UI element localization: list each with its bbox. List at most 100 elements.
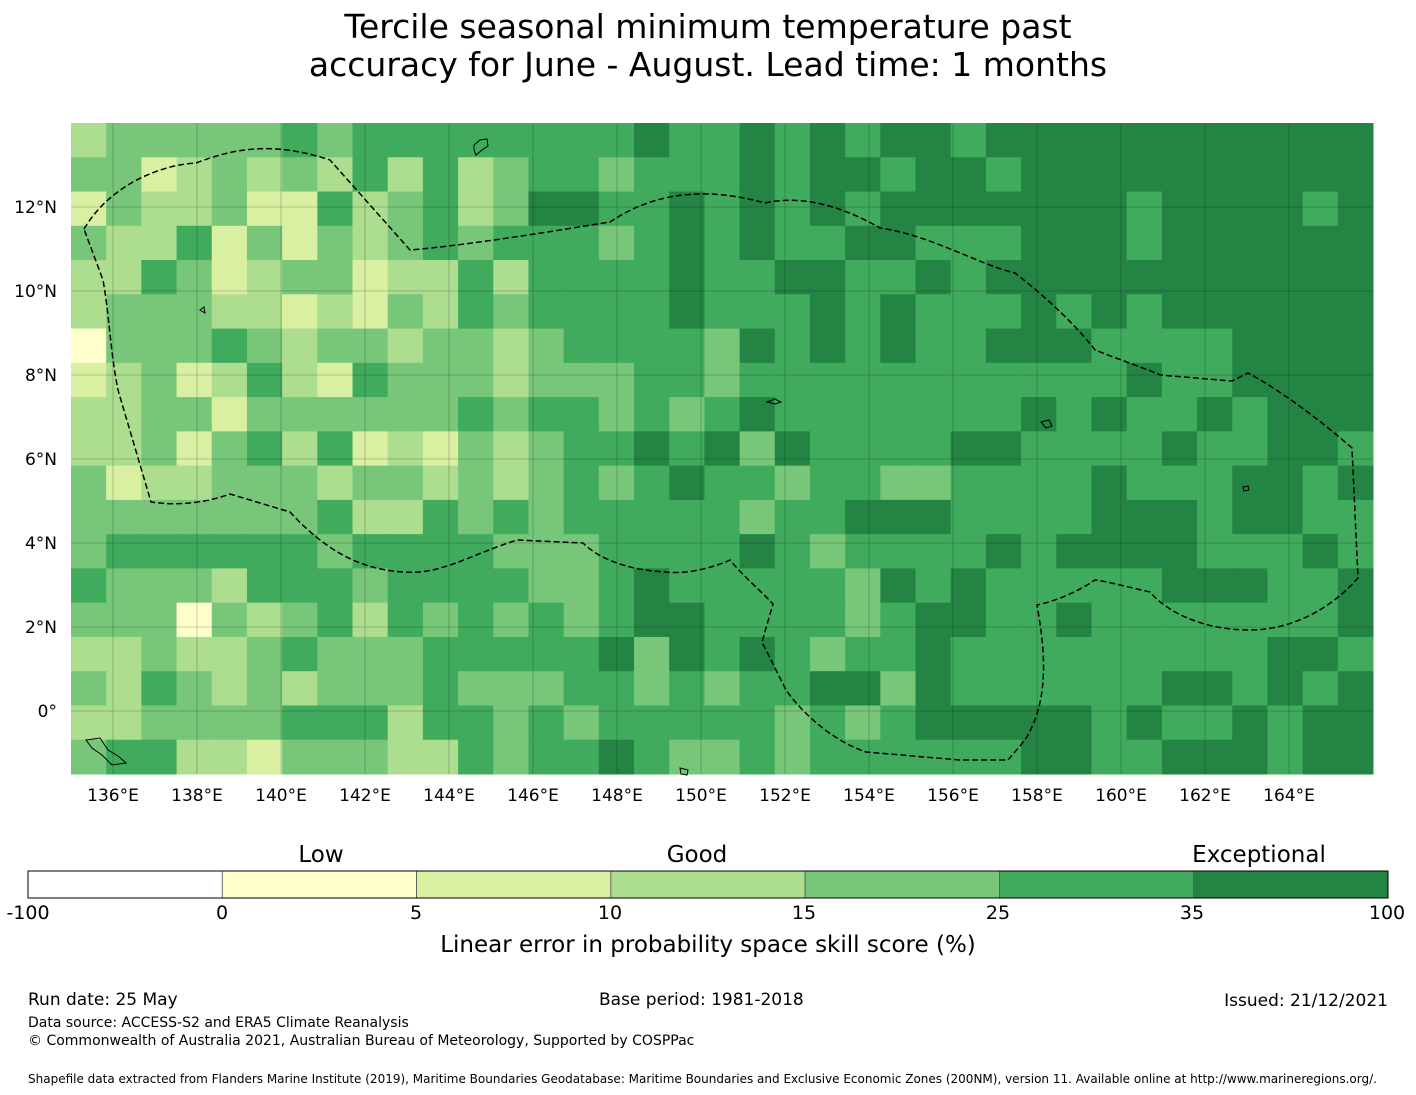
skill-cell	[1056, 191, 1092, 227]
skill-cell	[598, 397, 635, 432]
skill-cell	[458, 568, 494, 604]
skill-cell	[845, 362, 881, 398]
skill-cell	[985, 465, 1022, 501]
skill-cell	[950, 705, 987, 741]
colorbar-tick: 10	[597, 902, 623, 924]
skill-cell	[598, 431, 635, 467]
skill-cell	[809, 636, 846, 672]
skill-cell	[176, 191, 213, 227]
skill-cell	[387, 739, 424, 775]
skill-cell	[598, 225, 635, 261]
skill-cell	[422, 191, 459, 227]
skill-cell	[1091, 671, 1128, 706]
skill-cell	[985, 397, 1022, 432]
skill-cell	[1056, 671, 1092, 706]
skill-cell	[880, 260, 917, 295]
colorbar-segment	[610, 870, 806, 899]
skill-cell	[563, 260, 600, 295]
skill-cell	[598, 362, 635, 398]
skill-cell	[1267, 191, 1304, 227]
skill-cell	[669, 328, 705, 364]
skill-cell	[317, 328, 354, 364]
skill-cell	[282, 397, 318, 432]
skill-cell	[1197, 328, 1233, 364]
skill-cell	[176, 636, 213, 672]
skill-cell	[106, 671, 142, 706]
skill-cell	[1161, 225, 1198, 261]
skill-cell	[739, 534, 776, 569]
skill-cell	[528, 602, 565, 638]
skill-cell	[774, 568, 811, 604]
skill-cell	[880, 397, 917, 432]
skill-cell	[880, 328, 917, 364]
copyright-notice: © Commonwealth of Australia 2021, Austra…	[28, 1033, 695, 1049]
skill-cell	[704, 499, 741, 535]
skill-cell	[1337, 328, 1374, 364]
colorbar-tick: -100	[6, 902, 50, 924]
skill-cell	[493, 431, 529, 467]
skill-cell	[1021, 328, 1057, 364]
skill-cell	[1232, 534, 1268, 569]
skill-cell	[211, 739, 248, 775]
skill-cell	[704, 397, 741, 432]
skill-cell	[1091, 602, 1128, 638]
longitude-tick-label: 152°E	[759, 786, 811, 806]
skill-cell	[915, 499, 952, 535]
skill-cell	[598, 499, 635, 535]
skill-cell	[141, 225, 178, 261]
skill-cell	[1056, 431, 1092, 467]
skill-cell	[211, 636, 248, 672]
skill-cell	[528, 397, 565, 432]
skill-cell	[809, 671, 846, 706]
skill-cell	[1302, 602, 1339, 638]
skill-cell	[704, 157, 741, 193]
skill-cell	[493, 362, 529, 398]
skill-cell	[246, 191, 283, 227]
skill-cell	[528, 499, 565, 535]
skill-cell	[598, 705, 635, 741]
skill-cell	[246, 123, 283, 158]
skill-cell	[352, 123, 389, 158]
skill-cell	[1021, 465, 1057, 501]
skill-cell	[387, 465, 424, 501]
skill-cell	[211, 260, 248, 295]
skill-cell	[704, 636, 741, 672]
skill-cell	[809, 328, 846, 364]
skill-cell	[458, 191, 494, 227]
skill-cell	[845, 465, 881, 501]
skill-cell	[704, 294, 741, 330]
skill-cell	[915, 602, 952, 638]
skill-cell	[528, 671, 565, 706]
skill-cell	[1126, 636, 1163, 672]
skill-cell	[634, 499, 670, 535]
skill-cell	[563, 534, 600, 569]
skill-cell	[176, 568, 213, 604]
skill-cell	[528, 225, 565, 261]
skill-cell	[1302, 225, 1339, 261]
skill-cell	[739, 602, 776, 638]
colorbar-tick: 15	[791, 902, 817, 924]
colorbar-tick: 35	[1179, 902, 1205, 924]
skill-cell	[774, 602, 811, 638]
skill-cell	[985, 123, 1022, 158]
skill-cell	[739, 705, 776, 741]
skill-cell	[1197, 705, 1233, 741]
skill-cell	[317, 225, 354, 261]
skill-cell	[1161, 534, 1198, 569]
colorbar-segment	[1193, 870, 1389, 899]
skill-cell	[598, 191, 635, 227]
skill-cell	[71, 294, 107, 330]
skill-cell	[634, 465, 670, 501]
skill-cell	[176, 328, 213, 364]
skill-cell	[317, 568, 354, 604]
skill-cell	[809, 157, 846, 193]
skill-cell	[1197, 534, 1233, 569]
skill-cell	[1337, 225, 1374, 261]
skill-cell	[458, 671, 494, 706]
skill-cell	[1302, 294, 1339, 330]
skill-cell	[669, 157, 705, 193]
skill-cell	[950, 465, 987, 501]
skill-cell	[634, 157, 670, 193]
longitude-tick-label: 160°E	[1095, 786, 1147, 806]
skill-cell	[1161, 123, 1198, 158]
